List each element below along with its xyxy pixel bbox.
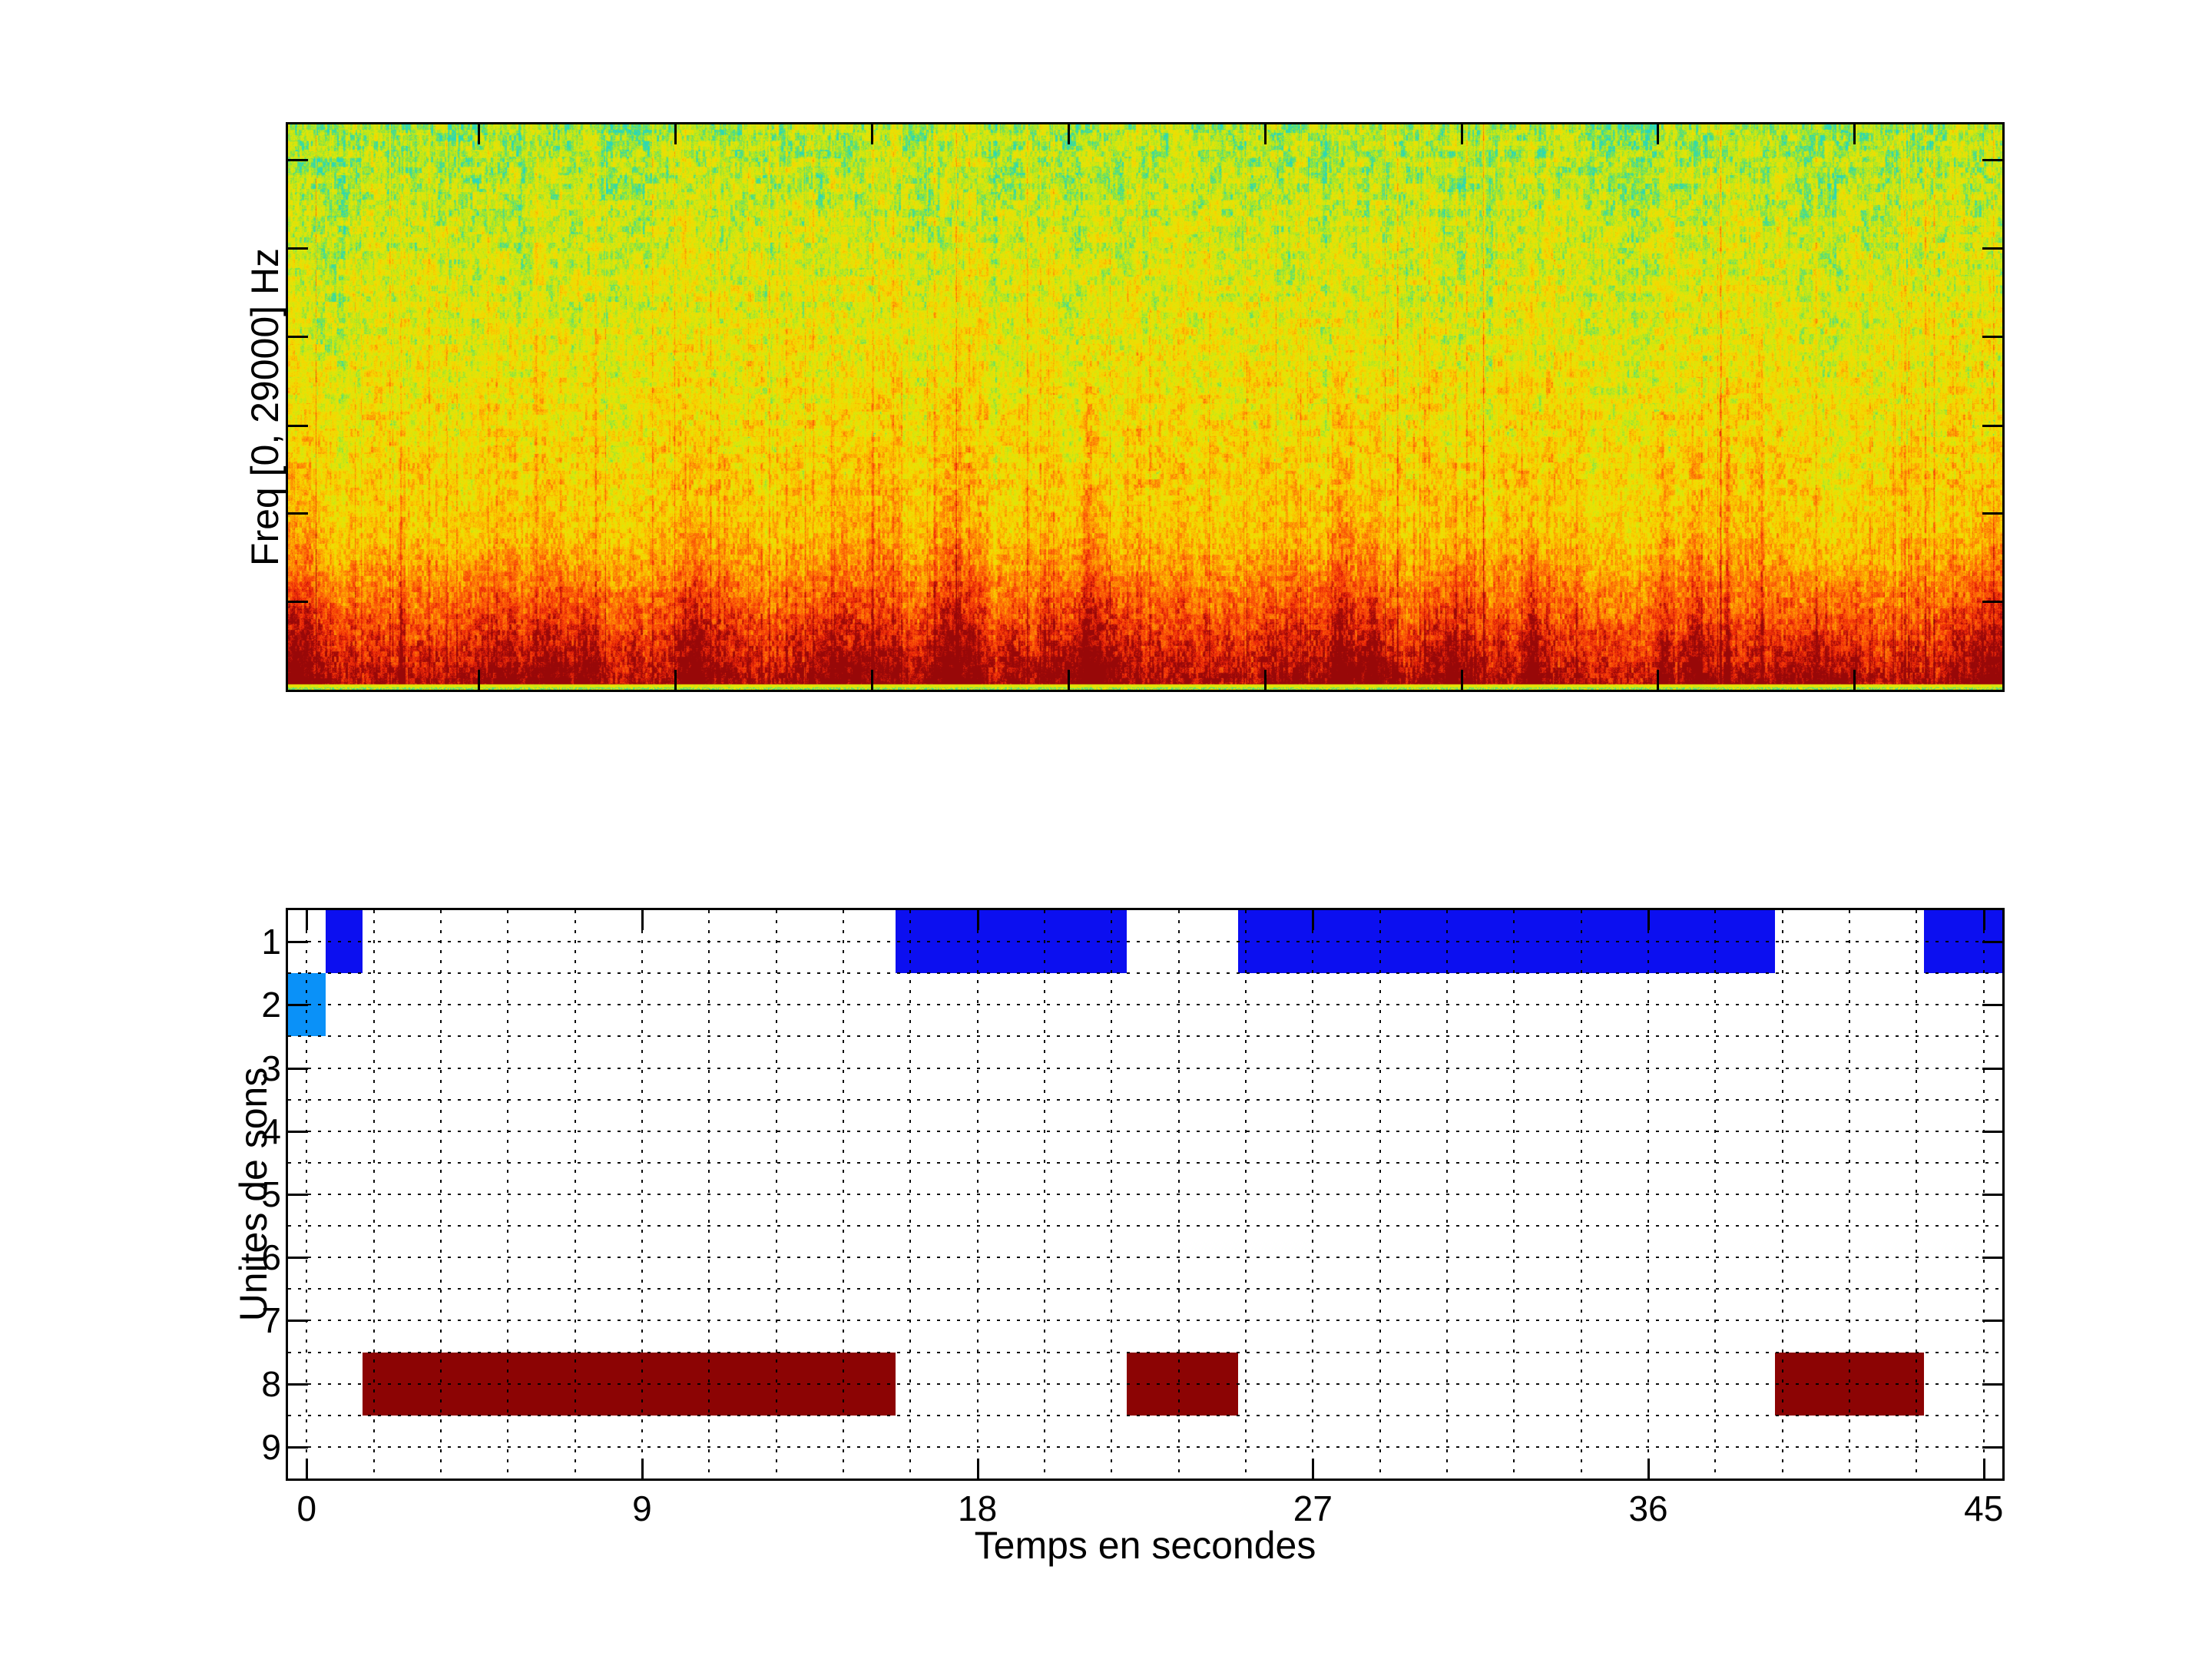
- spectrogram-y-tick: [1982, 512, 2002, 515]
- spectrogram-ylabel: Freq [0, 29000] Hz: [243, 247, 286, 567]
- minor-gridline-horizontal: [288, 1225, 2002, 1227]
- spectrogram-x-tick: [1657, 670, 1659, 690]
- spectrogram-y-tick: [1982, 601, 2002, 603]
- activation-xlabel: Temps en secondes: [974, 1524, 1316, 1567]
- activation-y-tick: [288, 1320, 308, 1322]
- minor-gridline-horizontal: [288, 972, 2002, 975]
- spectrogram-x-tick: [674, 670, 677, 690]
- minor-gridline-horizontal: [288, 1257, 2002, 1259]
- activation-y-tick: [288, 1131, 308, 1133]
- y-tick-label-1: 1: [261, 922, 281, 962]
- activation-gridlines: [288, 910, 2002, 1479]
- x-tick-label-36: 36: [1628, 1488, 1668, 1528]
- activation-y-tick: [1982, 1320, 2002, 1322]
- x-tick-label-18: 18: [958, 1488, 998, 1528]
- minor-gridline-horizontal: [288, 1445, 2002, 1448]
- activation-y-tick: [1982, 1131, 2002, 1133]
- minor-gridline-horizontal: [288, 1067, 2002, 1069]
- minor-gridline-horizontal: [288, 1288, 2002, 1290]
- spectrogram-x-tick: [478, 670, 480, 690]
- minor-gridline-horizontal: [288, 1161, 2002, 1164]
- y-tick-label-9: 9: [261, 1426, 281, 1467]
- y-tick-label-5: 5: [261, 1174, 281, 1214]
- activation-x-tick: [1983, 1459, 1985, 1479]
- spectrogram-y-tick: [1982, 336, 2002, 338]
- activation-x-tick: [1647, 1459, 1650, 1479]
- spectrogram-x-tick: [1264, 670, 1267, 690]
- spectrogram-y-tick: [1982, 425, 2002, 427]
- spectrogram-x-tick: [478, 124, 480, 144]
- x-tick-label-9: 9: [632, 1488, 652, 1528]
- activation-x-tick: [1312, 910, 1314, 930]
- spectrogram-y-tick: [288, 512, 308, 515]
- spectrogram-x-tick: [871, 124, 873, 144]
- spectrogram-x-tick: [871, 670, 873, 690]
- spectrogram-x-tick: [1853, 670, 1856, 690]
- minor-gridline-horizontal: [288, 1382, 2002, 1385]
- y-tick-label-3: 3: [261, 1048, 281, 1088]
- activation-y-tick: [1982, 1383, 2002, 1386]
- activation-plot: [286, 908, 2005, 1481]
- activation-y-tick: [1982, 941, 2002, 943]
- activation-x-tick: [977, 910, 979, 930]
- activation-y-tick: [1982, 1004, 2002, 1006]
- spectrogram-plot: [286, 122, 2005, 692]
- activation-x-tick: [641, 910, 644, 930]
- spectrogram-x-tick: [674, 124, 677, 144]
- x-tick-label-27: 27: [1293, 1488, 1333, 1528]
- y-tick-label-7: 7: [261, 1300, 281, 1341]
- spectrogram-y-tick: [1982, 247, 2002, 250]
- y-tick-label-8: 8: [261, 1363, 281, 1404]
- minor-gridline-horizontal: [288, 1194, 2002, 1195]
- spectrogram-x-tick: [1264, 124, 1267, 144]
- minor-gridline-horizontal: [288, 1004, 2002, 1006]
- minor-gridline-horizontal: [288, 1320, 2002, 1322]
- y-tick-label-2: 2: [261, 985, 281, 1025]
- activation-y-tick: [288, 941, 308, 943]
- activation-y-tick: [1982, 1446, 2002, 1449]
- spectrogram-x-tick: [1068, 124, 1070, 144]
- activation-y-tick: [1982, 1068, 2002, 1070]
- activation-y-tick: [288, 1446, 308, 1449]
- minor-gridline-horizontal: [288, 1098, 2002, 1101]
- minor-gridline-horizontal: [288, 1035, 2002, 1038]
- x-tick-label-0: 0: [296, 1488, 317, 1528]
- activation-x-tick: [306, 910, 308, 930]
- activation-y-tick: [288, 1004, 308, 1006]
- y-tick-label-4: 4: [261, 1111, 281, 1151]
- spectrogram-y-tick: [288, 247, 308, 250]
- minor-gridline-horizontal: [288, 1351, 2002, 1353]
- minor-gridline-horizontal: [288, 1130, 2002, 1132]
- spectrogram-y-tick: [288, 159, 308, 161]
- spectrogram-y-tick: [288, 425, 308, 427]
- spectrogram-x-tick: [1068, 670, 1070, 690]
- spectrogram-x-tick: [1461, 124, 1463, 144]
- activation-y-tick: [288, 1194, 308, 1196]
- x-tick-label-45: 45: [1964, 1488, 2004, 1528]
- activation-y-tick: [1982, 1257, 2002, 1259]
- spectrogram-x-tick: [1853, 124, 1856, 144]
- activation-x-tick: [1983, 910, 1985, 930]
- activation-x-tick: [1312, 1459, 1314, 1479]
- spectrogram-y-tick: [288, 336, 308, 338]
- minor-gridline-horizontal: [288, 941, 2002, 943]
- spectrogram-tick-marks: [288, 124, 2002, 690]
- activation-x-tick: [306, 1459, 308, 1479]
- spectrogram-y-tick: [288, 601, 308, 603]
- y-tick-label-6: 6: [261, 1237, 281, 1278]
- spectrogram-x-tick: [1461, 670, 1463, 690]
- spectrogram-x-tick: [1657, 124, 1659, 144]
- spectrogram-image: [288, 124, 2002, 690]
- activation-y-tick: [288, 1383, 308, 1386]
- activation-x-tick: [1647, 910, 1650, 930]
- activation-x-tick: [641, 1459, 644, 1479]
- minor-gridline-horizontal: [288, 1414, 2002, 1416]
- activation-x-tick: [977, 1459, 979, 1479]
- activation-y-tick: [288, 1257, 308, 1259]
- activation-y-tick: [1982, 1194, 2002, 1196]
- spectrogram-y-tick: [1982, 159, 2002, 161]
- activation-tick-marks: [288, 910, 2002, 1479]
- activation-y-tick: [288, 1068, 308, 1070]
